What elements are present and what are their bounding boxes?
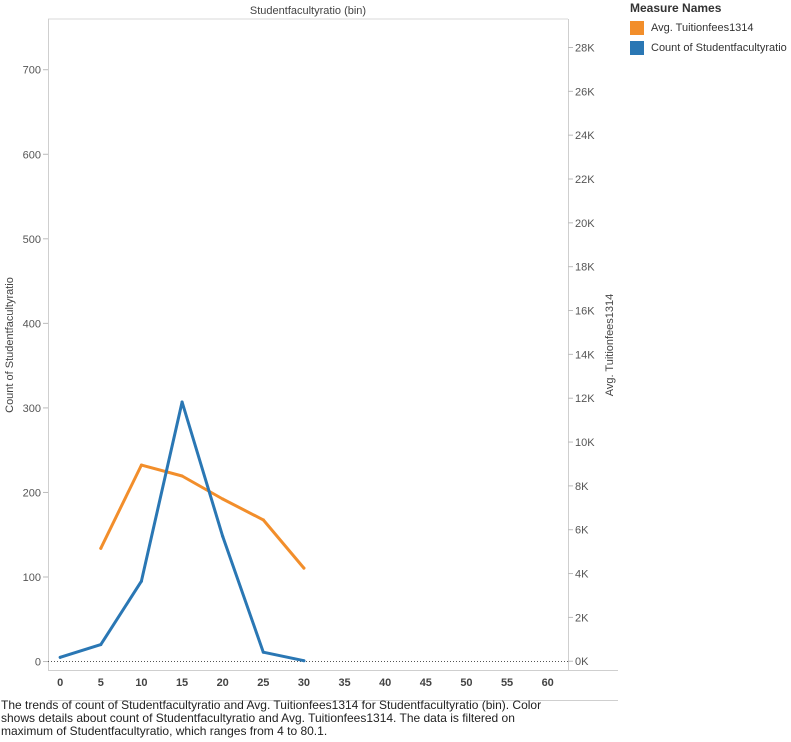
x-tick-label: 35	[338, 677, 350, 689]
data-point-tuition[interactable]	[261, 518, 265, 522]
y-right-tick-label: 20K	[575, 218, 595, 230]
x-tick-label: 30	[298, 677, 310, 689]
y-left-tick-label: 0	[35, 657, 41, 669]
data-point-count[interactable]	[99, 643, 103, 647]
y-left-tick-label: 200	[23, 487, 41, 499]
chart-title: Studentfacultyratio (bin)	[250, 5, 366, 17]
data-point-tuition[interactable]	[221, 497, 225, 501]
y-left-tick-label: 700	[23, 65, 41, 77]
y-right-tick-label: 12K	[575, 393, 595, 405]
y-right-tick-label: 16K	[575, 306, 595, 318]
y-right-tick-label: 18K	[575, 262, 595, 274]
y-right-ticks: 0K 2K 4K 6K 8K 10K 12K 14K 16K 18K 20K 22K 24K 26K 28K	[568, 42, 595, 668]
legend: Measure Names Avg. Tuitionfees1314 Count…	[630, 1, 790, 58]
data-point-count[interactable]	[139, 579, 143, 583]
y-right-tick-label: 10K	[575, 437, 595, 449]
y-right-tick-label: 0K	[575, 656, 589, 668]
data-point-tuition[interactable]	[302, 566, 306, 570]
y-left-tick-label: 500	[23, 234, 41, 246]
y-right-tick-label: 24K	[575, 130, 595, 142]
y-right-tick-label: 2K	[575, 612, 589, 624]
x-tick-label: 40	[379, 677, 391, 689]
y-right-tick-label: 26K	[575, 86, 595, 98]
y-left-axis-title: Count of Studentfacultyratio	[4, 277, 16, 413]
series-line-count[interactable]	[58, 400, 306, 663]
y-right-tick-label: 22K	[575, 174, 595, 186]
y-right-axis-title: Avg. Tuitionfees1314	[604, 294, 616, 397]
legend-swatch-tuition	[630, 21, 644, 35]
series-group	[58, 400, 306, 663]
legend-label-tuition: Avg. Tuitionfees1314	[651, 22, 754, 34]
legend-title: Measure Names	[630, 1, 722, 15]
data-point-count[interactable]	[180, 400, 184, 404]
data-point-count[interactable]	[58, 655, 62, 659]
chart-caption: The trends of count of Studentfacultyrat…	[1, 698, 542, 738]
data-point-count[interactable]	[302, 659, 306, 663]
y-left-tick-label: 100	[23, 572, 41, 584]
data-point-count[interactable]	[261, 650, 265, 654]
x-tick-label: 45	[420, 677, 432, 689]
series-line-tuition[interactable]	[99, 463, 306, 570]
legend-label-count: Count of Studentfacultyratio	[651, 42, 787, 54]
y-right-tick-label: 28K	[575, 42, 595, 54]
x-tick-label: 10	[135, 677, 147, 689]
y-left-tick-label: 300	[23, 403, 41, 415]
y-right-tick-label: 4K	[575, 569, 589, 581]
x-tick-label: 15	[176, 677, 188, 689]
data-point-count[interactable]	[221, 534, 225, 538]
y-left-tick-label: 400	[23, 318, 41, 330]
legend-swatch-count	[630, 41, 644, 55]
y-right-tick-label: 8K	[575, 481, 589, 493]
x-tick-label: 60	[542, 677, 554, 689]
x-tick-label: 25	[257, 677, 269, 689]
y-left-ticks: 0 100 200 300 400 500 600 700	[23, 65, 48, 669]
x-tick-label: 20	[217, 677, 229, 689]
data-point-tuition[interactable]	[180, 474, 184, 478]
legend-item-count[interactable]: Count of Studentfacultyratio	[630, 38, 790, 58]
x-tick-label: 50	[460, 677, 472, 689]
x-tick-label: 0	[57, 677, 63, 689]
data-point-tuition[interactable]	[139, 463, 143, 467]
y-left-tick-label: 600	[23, 149, 41, 161]
y-right-tick-label: 14K	[575, 349, 595, 361]
x-tick-label: 5	[98, 677, 104, 689]
x-tick-label: 55	[501, 677, 513, 689]
data-point-tuition[interactable]	[99, 546, 103, 550]
y-right-tick-label: 6K	[575, 525, 589, 537]
x-ticks: 0 5 10 15 20 25 30 35 40 45 50 55 60	[57, 677, 554, 689]
legend-item-tuition[interactable]: Avg. Tuitionfees1314	[630, 18, 790, 38]
